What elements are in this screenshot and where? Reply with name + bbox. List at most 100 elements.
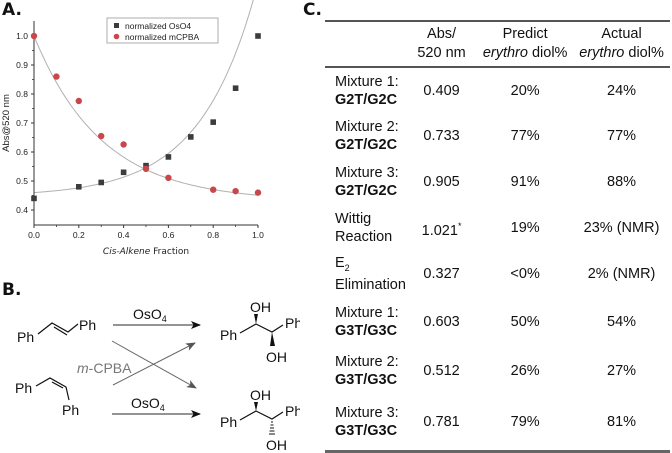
data-point-mcpba xyxy=(120,141,127,148)
svg-text:OH: OH xyxy=(250,387,271,403)
predicted-percent: 79% xyxy=(510,414,540,431)
x-axis-label: Cis-Alkene Fraction xyxy=(103,247,189,257)
data-point-mcpba xyxy=(232,187,239,195)
table-row: Mixture 3: G2T/G2C 0.905 91% 88% xyxy=(325,159,670,205)
legend: normalized OsO4 normalized mCPBA xyxy=(106,17,219,44)
abs-value: 0.781 xyxy=(423,414,460,431)
svg-text:Ph: Ph xyxy=(17,329,34,345)
predicted-percent: 91% xyxy=(510,174,540,190)
sample-name: Mixture 3: G2T/G2C xyxy=(335,165,399,199)
x-tick-label: 0.2 xyxy=(73,230,85,240)
svg-text:Ph: Ph xyxy=(220,327,237,343)
data-point-mcpba xyxy=(165,174,172,182)
x-tick-label: 0.6 xyxy=(162,230,174,240)
abs-value: 0.512 xyxy=(423,363,460,379)
results-table-wrapper: Abs/520 nm Predict erythro diol% Actual er… xyxy=(325,20,670,453)
legend-marker-mcpba xyxy=(113,33,120,40)
x-tick-label: 0.8 xyxy=(207,230,219,240)
y-tick-label: 0.7 xyxy=(16,118,28,128)
data-point-osO4 xyxy=(76,184,82,190)
y-tick-label: 0.8 xyxy=(16,89,28,99)
y-tick-label: 0.4 xyxy=(16,205,28,215)
sample-name: Mixture 2: G2T/G2C xyxy=(335,119,399,153)
data-point-osO4 xyxy=(255,33,261,39)
scatter-chart: 0.4 0.5 0.6 0.7 0.8 0.9 1.0 0.0 0.2 0.4 0.6 0.8 1.0… xyxy=(1,0,264,257)
table-row: Mixture 1: G2T/G2C 0.409 20% 24% xyxy=(325,67,670,113)
data-point-osO4 xyxy=(210,119,216,125)
legend-marker-osO4 xyxy=(114,23,119,28)
data-point-mcpba xyxy=(254,189,262,196)
actual-percent: 77% xyxy=(607,128,637,144)
legend-label-osO4: normalized OsO4 xyxy=(125,21,191,31)
header-predict: Predict erythro diol% xyxy=(482,26,568,61)
trans-stilbene: Ph Ph xyxy=(17,317,96,345)
svg-text:Ph: Ph xyxy=(220,414,237,430)
reaction-scheme: Ph Ph Ph Ph OsO4 OsO4 m-CPBA OH Ph Ph OH… xyxy=(15,299,300,450)
y-axis-label: Abs@520 nm xyxy=(1,94,12,152)
predicted-percent: 50% xyxy=(510,314,540,330)
abs-value: 0.603 xyxy=(423,314,460,330)
data-point-osO4 xyxy=(31,195,37,202)
sample-name: Mixture 1: G3T/G3C xyxy=(335,305,399,339)
table-row: Mixture 1: G3T/G3C 0.603 50% 54% xyxy=(325,297,670,347)
product-top-diol: OH Ph Ph OH xyxy=(220,299,300,365)
actual-percent: 88% xyxy=(607,174,637,190)
data-point-osO4 xyxy=(120,169,127,176)
header-actual: Actual erythro diol% xyxy=(579,26,664,61)
predicted-percent: 19% xyxy=(510,220,540,236)
actual-percent: 81% xyxy=(607,414,637,431)
data-point-osO4 xyxy=(188,134,194,140)
svg-text:Ph: Ph xyxy=(15,380,32,396)
table-row: Mixture 2: G3T/G3C 0.512 26% 27% xyxy=(325,347,670,395)
svg-text:OH: OH xyxy=(266,349,287,365)
svg-text:Ph: Ph xyxy=(62,402,79,418)
reagent-bottom: OsO4 xyxy=(131,395,165,413)
cross-arrow-up xyxy=(112,342,196,386)
predicted-percent: 77% xyxy=(510,128,540,144)
sample-name: Mixture 1: G2T/G2C xyxy=(335,73,399,108)
data-point-mcpba xyxy=(53,73,60,80)
predicted-percent: 20% xyxy=(510,82,540,99)
data-point-mcpba xyxy=(98,132,105,140)
cis-stilbene: Ph Ph xyxy=(15,377,79,418)
sample-name: E2 Elimination xyxy=(335,254,406,294)
actual-percent: 2% (NMR) xyxy=(587,266,656,282)
svg-text:OH: OH xyxy=(266,437,287,450)
data-point-mcpba xyxy=(75,97,83,105)
predicted-percent: 26% xyxy=(510,363,540,379)
y-tick-label: 0.5 xyxy=(16,176,28,186)
abs-value: 0.327 xyxy=(423,266,460,282)
panel-label-a: A. xyxy=(2,0,22,20)
header-sample xyxy=(325,21,406,67)
reagent-cross: m-CPBA xyxy=(77,360,132,376)
y-tick-label: 0.6 xyxy=(16,147,28,157)
predicted-percent: <0% xyxy=(510,266,540,282)
panel-label-c: C. xyxy=(303,0,322,20)
abs-value: 0.409 xyxy=(423,82,460,99)
reagent-top: OsO4 xyxy=(133,306,167,324)
svg-text:Ph: Ph xyxy=(79,317,96,333)
svg-text:Ph: Ph xyxy=(285,315,300,331)
sample-name: Mixture 3: G3T/G3C xyxy=(335,405,399,440)
actual-percent: 24% xyxy=(607,82,637,99)
data-point-osO4 xyxy=(232,85,239,91)
data-point-mcpba xyxy=(30,32,38,40)
data-point-osO4 xyxy=(165,154,172,160)
table-row: Mixture 3: G3T/G3C 0.781 79% 81% xyxy=(325,395,670,451)
data-point-mcpba xyxy=(142,165,150,173)
abs-value: 0.905 xyxy=(423,174,460,190)
table-row: E2 Elimination 0.327 <0% 2% (NMR) xyxy=(325,251,670,297)
sample-name: Wittig Reaction xyxy=(335,211,393,245)
actual-percent: 23% (NMR) xyxy=(583,220,660,236)
sample-name: Mixture 2: G3T/G3C xyxy=(335,354,399,388)
x-tick-label: 0.4 xyxy=(118,230,130,240)
svg-text:Ph: Ph xyxy=(285,403,300,419)
results-table: Abs/520 nm Predict erythro diol% Actual er… xyxy=(325,20,670,453)
actual-percent: 54% xyxy=(607,314,637,330)
header-abs: Abs/520 nm xyxy=(417,26,466,61)
panel-label-b: B. xyxy=(2,280,22,300)
y-tick-label: 0.9 xyxy=(16,60,28,70)
y-tick-label: 1.0 xyxy=(16,31,28,41)
data-point-osO4 xyxy=(98,179,104,186)
x-tick-label: 1.0 xyxy=(252,230,264,240)
